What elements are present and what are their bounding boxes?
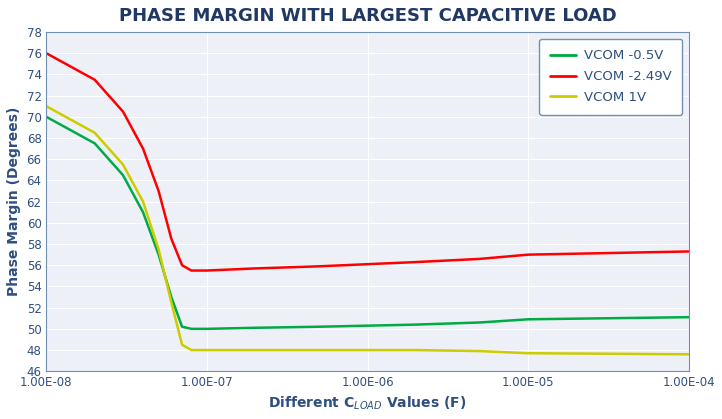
VCOM 1V — [363, 347, 372, 352]
VCOM 1V — [476, 349, 484, 354]
VCOM -0.5V — [251, 325, 260, 330]
VCOM -2.49V — [476, 256, 484, 261]
VCOM -2.49V — [315, 264, 323, 269]
VCOM -0.5V — [476, 320, 484, 325]
VCOM -0.5V — [363, 323, 372, 328]
VCOM 1V — [118, 162, 127, 167]
VCOM -0.5V — [412, 322, 420, 327]
VCOM -0.5V — [315, 324, 323, 329]
Line: VCOM -2.49V: VCOM -2.49V — [46, 53, 689, 271]
VCOM -2.49V — [167, 236, 175, 241]
VCOM -2.49V — [155, 189, 163, 194]
VCOM 1V — [42, 104, 51, 109]
VCOM -2.49V — [684, 249, 693, 254]
VCOM -2.49V — [363, 262, 372, 267]
VCOM 1V — [315, 347, 323, 352]
VCOM -2.49V — [203, 268, 212, 273]
VCOM -2.49V — [187, 268, 196, 273]
VCOM -0.5V — [139, 210, 147, 215]
Y-axis label: Phase Margin (Degrees): Phase Margin (Degrees) — [7, 107, 21, 296]
Legend: VCOM -0.5V, VCOM -2.49V, VCOM 1V: VCOM -0.5V, VCOM -2.49V, VCOM 1V — [539, 39, 682, 115]
VCOM 1V — [412, 347, 420, 352]
VCOM 1V — [203, 347, 212, 352]
VCOM 1V — [167, 300, 175, 305]
VCOM -0.5V — [90, 141, 99, 146]
VCOM -0.5V — [118, 173, 127, 178]
VCOM -0.5V — [42, 114, 51, 119]
VCOM 1V — [187, 347, 196, 352]
VCOM -2.49V — [251, 266, 260, 271]
X-axis label: Different C$_{LOAD}$ Values (F): Different C$_{LOAD}$ Values (F) — [269, 395, 466, 412]
VCOM 1V — [155, 247, 163, 252]
Line: VCOM -0.5V: VCOM -0.5V — [46, 117, 689, 329]
Line: VCOM 1V: VCOM 1V — [46, 106, 689, 354]
VCOM 1V — [251, 347, 260, 352]
VCOM -0.5V — [178, 324, 186, 329]
VCOM -0.5V — [203, 326, 212, 331]
VCOM -0.5V — [187, 326, 196, 331]
VCOM -2.49V — [412, 259, 420, 264]
VCOM 1V — [524, 351, 533, 356]
VCOM 1V — [90, 130, 99, 135]
VCOM -2.49V — [524, 252, 533, 257]
VCOM 1V — [178, 342, 186, 347]
VCOM -2.49V — [118, 109, 127, 114]
VCOM -0.5V — [167, 295, 175, 300]
VCOM -0.5V — [684, 315, 693, 320]
VCOM -2.49V — [90, 77, 99, 82]
VCOM 1V — [684, 352, 693, 357]
VCOM -2.49V — [178, 263, 186, 268]
Title: PHASE MARGIN WITH LARGEST CAPACITIVE LOAD: PHASE MARGIN WITH LARGEST CAPACITIVE LOA… — [118, 7, 617, 25]
VCOM 1V — [139, 199, 147, 204]
VCOM -0.5V — [155, 252, 163, 257]
VCOM -2.49V — [139, 146, 147, 151]
VCOM -0.5V — [524, 317, 533, 322]
VCOM -2.49V — [42, 51, 51, 56]
